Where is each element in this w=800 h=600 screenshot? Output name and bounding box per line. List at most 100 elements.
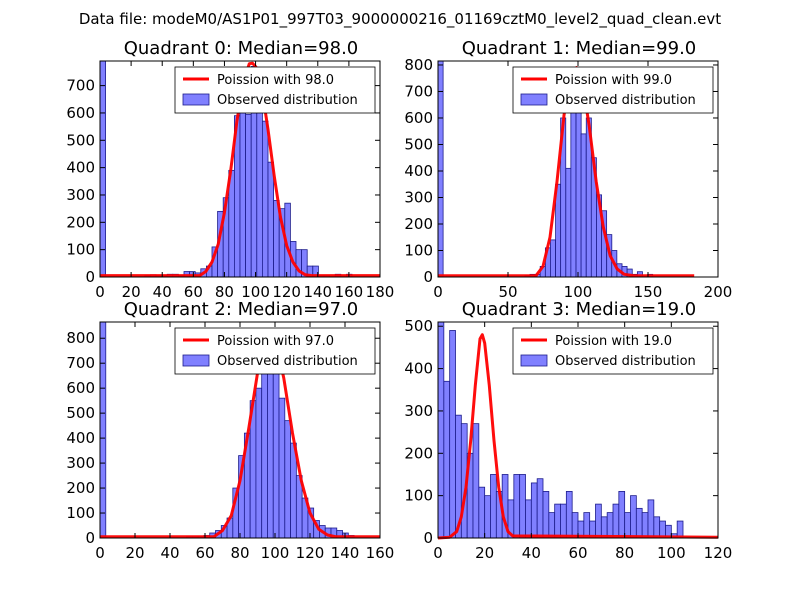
histogram-bar [239,101,246,278]
histogram-bar [560,503,567,539]
poisson-curve [100,61,380,278]
y-tick-label: 400 [66,159,95,177]
histogram-bar [630,495,637,539]
histogram-bar [542,491,550,539]
y-tick-label: 400 [66,429,95,447]
axes-frame [99,60,381,278]
y-tick-label: 200 [404,215,433,233]
y-tick-label: 700 [66,77,95,95]
histogram-bar [472,423,480,539]
x-tick-label: 150 [634,283,663,301]
y-tick-label: 500 [404,317,433,335]
x-tick-label: 0 [95,544,105,562]
histogram-bar [554,503,561,539]
quadrant-0-panel: Quadrant 0: Median=98.0 0 20 40 60 80 100 120 1… [66,38,394,301]
y-tick-label: 200 [404,444,433,462]
legend-poisson-label: Poission with 97.0 [217,334,334,349]
legend-bar-swatch [182,354,210,367]
legend-poisson-label: Poission with 98.0 [217,73,334,88]
x-tick-label: 100 [261,544,290,562]
y-tick-label: 600 [404,109,433,127]
histogram-bar [267,161,274,278]
histogram-bar [570,91,577,278]
x-tick-label: 40 [153,283,172,301]
y-tick-label: 700 [66,354,95,372]
x-tick-label: 120 [296,544,325,562]
x-tick-label: 100 [657,544,686,562]
histogram-bar [519,474,526,539]
y-tick-label: 500 [404,135,433,153]
legend-bar-swatch [520,93,548,106]
histogram-bar [245,113,252,278]
y-tick-label: 0 [423,268,433,286]
x-tick-label: 40 [522,544,541,562]
x-tick-label: 20 [122,283,141,301]
quadrant-3-panel: Quadrant 3: Median=19.0 0 20 40 60 80 100 120 0… [404,299,732,562]
histogram-bar [595,503,602,539]
histogram-bar [583,512,591,539]
histogram-bar [513,474,521,539]
histogram-bar [571,512,579,539]
histogram-bar [635,507,643,539]
x-tick-label: 100 [241,283,270,301]
y-tick-label: 100 [404,241,433,259]
y-tick-label: 0 [423,529,433,547]
y-tick-label: 300 [404,188,433,206]
histogram-bar [530,482,538,539]
x-tick-label: 200 [704,283,733,301]
x-tick-label: 80 [230,544,249,562]
legend-observed-label: Observed distribution [555,93,696,108]
x-tick-label: 60 [195,544,214,562]
x-tick-label: 50 [498,283,517,301]
y-tick-label: 400 [404,360,433,378]
x-tick-label: 80 [615,544,634,562]
quadrant-3-title: Quadrant 3: Median=19.0 [462,299,697,320]
y-tick-label: 300 [404,402,433,420]
x-tick-label: 20 [475,544,494,562]
x-tick-label: 20 [125,544,144,562]
legend-poisson-label: Poission with 99.0 [555,73,672,88]
legend: Poission with 97.0 Observed distribution [174,327,376,375]
y-tick-label: 100 [66,241,95,259]
histogram-bar [536,478,544,539]
histogram-bar [647,499,655,539]
histogram-bar [548,512,556,539]
x-tick-label: 120 [704,544,733,562]
x-tick-label: 140 [331,544,360,562]
quadrant-1-title: Quadrant 1: Median=99.0 [462,38,697,59]
histogram-bar [490,474,497,539]
histogram-bar [267,347,274,539]
y-tick-label: 100 [66,504,95,522]
legend-observed-label: Observed distribution [217,93,358,108]
y-tick-label: 300 [66,454,95,472]
x-tick-label: 80 [215,283,234,301]
quadrant-2-title: Quadrant 2: Median=97.0 [124,299,359,320]
histogram-bar [437,321,445,539]
legend-bar-swatch [520,354,548,367]
y-tick-label: 800 [66,329,95,347]
histogram-bar [580,133,587,278]
poisson-curve [437,333,719,540]
legend-observed-label: Observed distribution [217,354,358,369]
histogram-bar [565,167,572,278]
histogram-bar [278,397,286,539]
y-tick-label: 600 [66,379,95,397]
histogram-bar [478,486,486,539]
legend-bar-swatch [182,93,210,106]
legend-observed-label: Observed distribution [555,354,696,369]
y-tick-label: 400 [404,162,433,180]
histogram-bar [653,516,661,539]
x-tick-label: 60 [568,544,587,562]
histogram-bar [443,380,451,539]
y-tick-label: 800 [404,56,433,74]
x-tick-label: 140 [303,283,332,301]
x-tick-label: 40 [160,544,179,562]
histogram-bar [256,93,263,278]
histogram-bar [272,372,280,539]
histogram-bar [565,491,573,539]
y-tick-label: 600 [66,104,95,122]
histogram-bar [99,321,107,539]
histogram-bar [600,516,608,539]
legend-poisson-label: Poission with 19.0 [555,334,672,349]
